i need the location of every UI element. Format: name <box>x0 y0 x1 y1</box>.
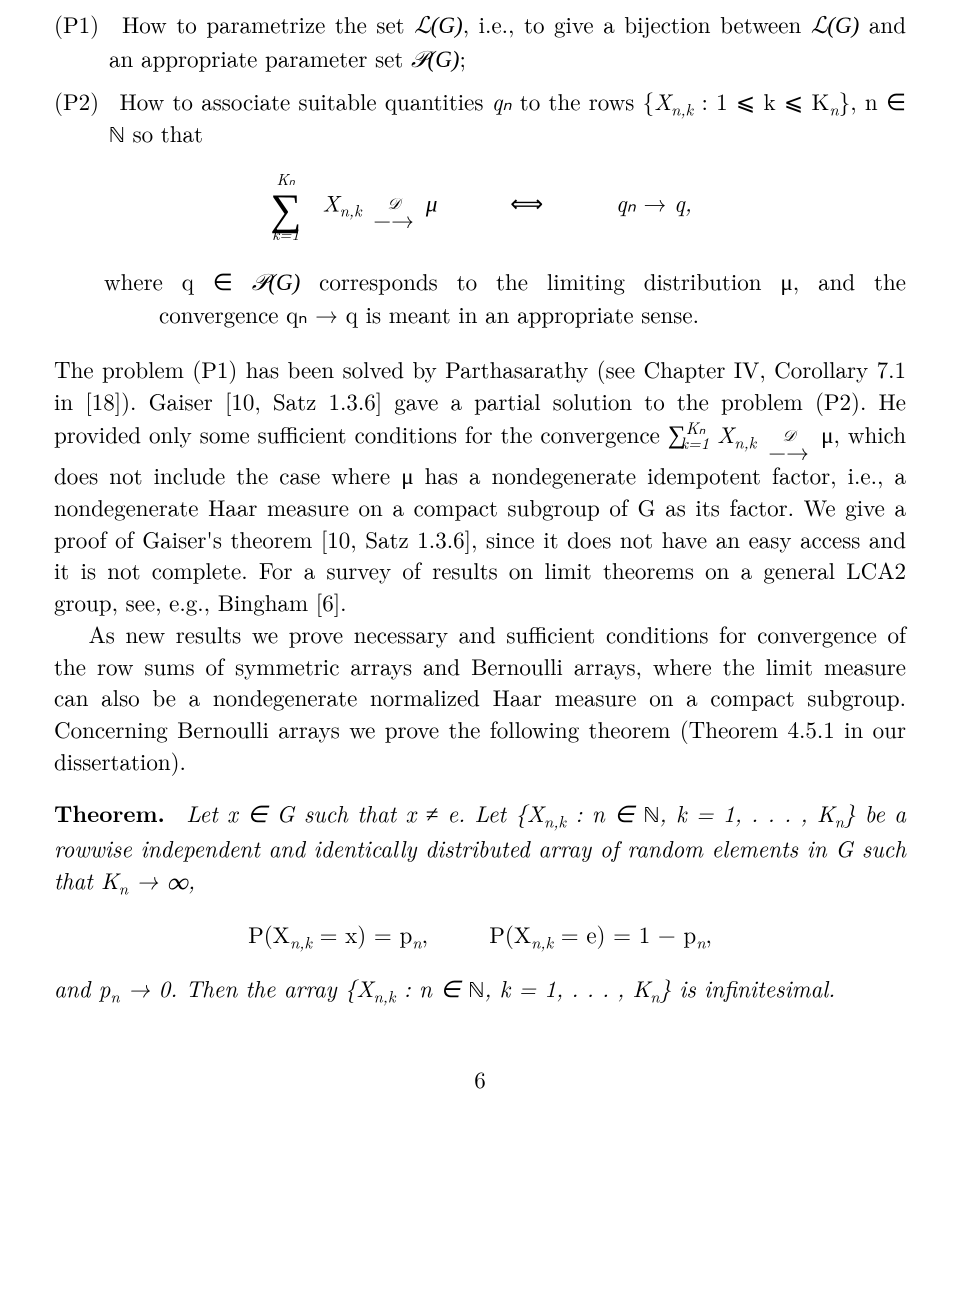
f1-X-sub: n,k <box>340 197 362 221</box>
p2b-text-a: where q ∈ <box>104 264 252 297</box>
p1-label: (P1) <box>54 7 99 40</box>
p2-label: (P2) <box>54 84 99 117</box>
iff-icon: ⟺ <box>510 185 543 218</box>
p1-text-a: How to parametrize the set <box>122 7 414 40</box>
p3-Xsub: n,k <box>734 430 756 454</box>
sum-symbol: Kₙ ∑ k=1 <box>270 171 301 242</box>
f2-left-sub2: n <box>412 929 421 953</box>
p2-N: ℕ <box>109 125 125 148</box>
sigma-icon: ∑ <box>270 187 301 226</box>
converge-D-arrow-2: 𝒟 −→ <box>768 432 809 459</box>
sum-lower: k=1 <box>272 226 299 242</box>
item-p1: (P1) How to parametrize the set ℒ(G), i.… <box>54 8 906 75</box>
page-number: 6 <box>54 1063 906 1095</box>
p2b-PG: 𝒫(G) <box>252 270 301 295</box>
p1-PG: 𝒫(G) <box>411 47 460 72</box>
page-content: (P1) How to parametrize the set ℒ(G), i.… <box>54 8 906 1095</box>
f2-right-sub: n,k <box>531 929 553 953</box>
p1-LG: ℒ(G) <box>414 13 463 38</box>
p3-X: X <box>717 417 734 450</box>
para4-text: As new results we prove necessary and su… <box>54 617 906 777</box>
paragraph-last: and pn → 0. Then the array {Xn,k : n ∈ ℕ… <box>54 972 906 1008</box>
p2-text-c: : 1 ⩽ k ⩽ K <box>693 84 829 117</box>
converge-D-arrow: 𝒟 −→ <box>373 200 414 227</box>
p1-LG2: ℒ(G) <box>811 13 860 38</box>
display-formula-1: Kₙ ∑ k=1 Xn,k 𝒟 −→ μ ⟺ qₙ → q, <box>54 171 906 242</box>
pl-c: : n ∈ <box>396 971 469 1004</box>
pl-b: → 0. Then the array {X <box>120 971 374 1004</box>
f1-q: q, <box>674 185 692 218</box>
f2-right: P(X <box>489 917 531 950</box>
theorem-label: Theorem. <box>54 796 165 829</box>
p2-text-d: }, n ∈ <box>839 84 906 117</box>
thm-e: → ∞, <box>128 863 195 896</box>
f1-to: → <box>643 185 666 218</box>
p1-text-b: , i.e., to give a bijection between <box>463 7 811 40</box>
f2-right-b: = e) = 1 − p <box>553 917 696 950</box>
arrow-icon-2: −→ <box>768 443 809 459</box>
f2-gap <box>428 917 489 950</box>
p2-Xnk-sub: n,k <box>671 97 693 121</box>
f2-left-b: = x) = p <box>312 917 412 950</box>
f1-mu: μ <box>426 185 438 218</box>
p2-qn: qₙ <box>492 84 512 117</box>
pl-d: , k = 1, . . . , K <box>484 971 650 1004</box>
f2-right-c: , <box>706 917 712 950</box>
thm-a: Let x ∈ G such that x ≠ e. Let {X <box>186 796 544 829</box>
f1-X: X <box>323 185 340 218</box>
f2-right-sub2: n <box>696 929 705 953</box>
paragraph-3: The problem (P1) has been solved by Part… <box>54 353 906 618</box>
pl-a: and p <box>54 971 110 1004</box>
pl-sub-n: n <box>110 983 119 1007</box>
arrow-icon: −→ <box>373 211 414 227</box>
item-p2: (P2) How to associate suitable quantitie… <box>54 85 906 152</box>
pl-N: ℕ <box>468 980 484 1003</box>
p2-Kn-sub: n <box>829 97 838 121</box>
thm-c: , k = 1, . . . , K <box>660 796 835 829</box>
isum-lo: k=1 <box>680 430 709 454</box>
thm-sub-nk: n,k <box>544 808 566 832</box>
thm-N: ℕ <box>644 805 660 828</box>
pl-sub-nk: n,k <box>374 983 396 1007</box>
p2-Xnk: X <box>654 84 671 117</box>
f2-left-sub: n,k <box>290 929 312 953</box>
thm-sub-n: n <box>835 808 844 832</box>
paragraph-4: As new results we prove necessary and su… <box>54 618 906 777</box>
p2-text-e: so that <box>125 116 203 149</box>
item-p2b: where q ∈ 𝒫(G) corresponds to the limiti… <box>54 265 906 330</box>
f1-qn: qₙ <box>616 185 636 218</box>
thm-b: : n ∈ <box>566 796 644 829</box>
p2-text-a: How to associate suitable quantities <box>119 84 491 117</box>
thm-sub-n2: n <box>119 875 128 899</box>
theorem-block: Theorem. Let x ∈ G such that x ≠ e. Let … <box>54 797 906 896</box>
p2-text-b: to the rows { <box>511 84 654 117</box>
f2-left: P(X <box>248 917 290 950</box>
pl-sub-n2: n <box>650 983 659 1007</box>
pl-e: } is infinitesimal. <box>660 971 836 1004</box>
display-formula-2: P(Xn,k = x) = pn, P(Xn,k = e) = 1 − pn, <box>54 918 906 950</box>
p1-text-d: ; <box>459 41 465 74</box>
